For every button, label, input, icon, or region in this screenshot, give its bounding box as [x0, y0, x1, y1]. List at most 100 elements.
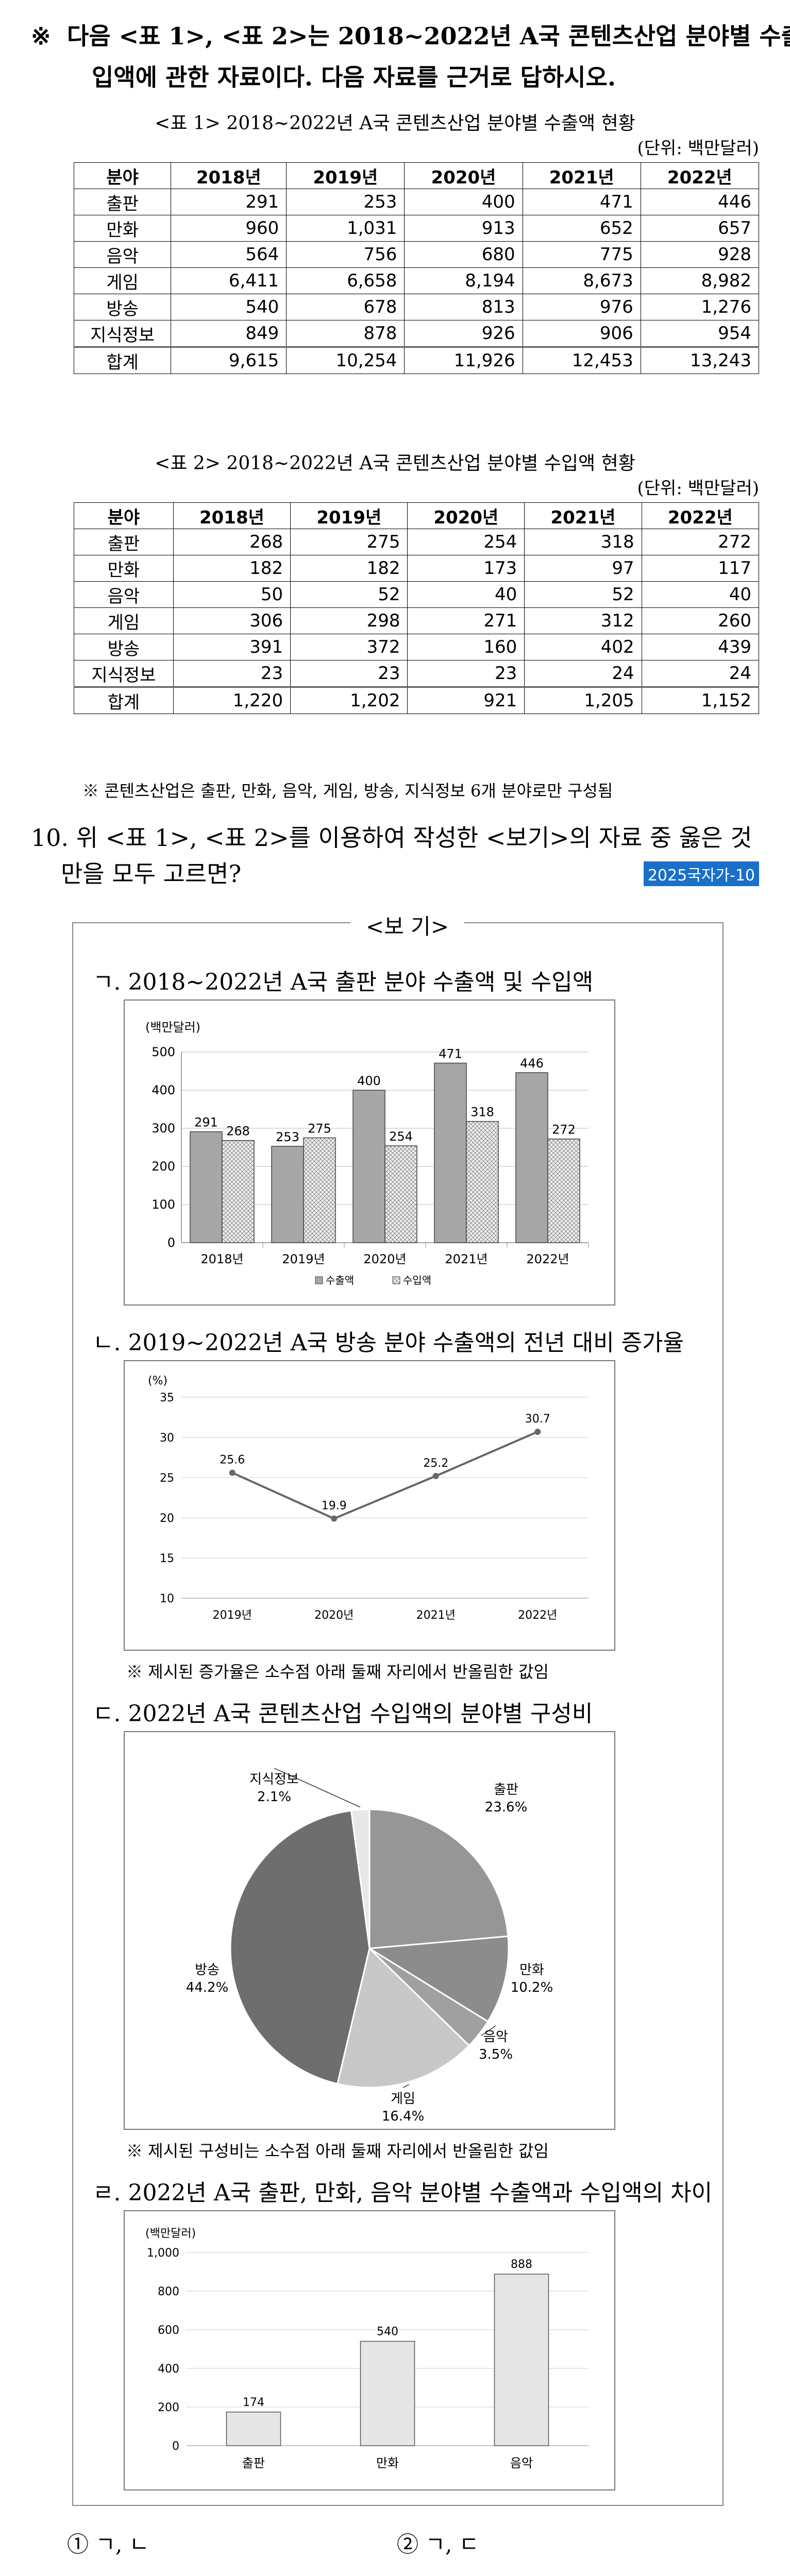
data-label: 540: [377, 2326, 398, 2338]
x-tick-label: 2019년: [282, 1252, 325, 1266]
row-header: 출판: [74, 529, 174, 555]
intro-line-2: 입액에 관한 자료이다. 다음 자료를 근거로 답하시오.: [92, 63, 616, 91]
table-cell: 8,673: [522, 267, 641, 294]
pie-slice-방송: [229, 1809, 371, 2085]
column-header: 2021년: [522, 162, 641, 189]
x-tick-label: 출판: [242, 2456, 265, 2470]
option-2[interactable]: ② ㄱ, ㄷ: [397, 2532, 479, 2557]
table-cell: 52: [290, 581, 408, 608]
table-cell: 1,031: [286, 215, 405, 242]
y-tick-label: 100: [152, 1197, 175, 1212]
data-label: 19.9: [322, 1500, 347, 1513]
table-cell: 960: [171, 215, 287, 242]
x-tick-label: 2018년: [200, 1252, 243, 1266]
table-cell: 318: [524, 529, 642, 555]
bar-수출액: [271, 1146, 304, 1243]
slice-label: 출판: [494, 1782, 518, 1798]
table-cell: 954: [640, 320, 760, 347]
bogi-b-title: ㄴ. 2019~2022년 A국 방송 분야 수출액의 전년 대비 증가율: [93, 1330, 684, 1356]
leader-line: [402, 2084, 410, 2088]
data-label: 254: [389, 1129, 413, 1144]
bogi-d-title: ㄹ. 2022년 A국 출판, 만화, 음악 분야별 수출액과 수입액의 차이: [93, 2180, 713, 2206]
column-header: 2020년: [407, 502, 525, 529]
bar-수출액: [434, 1062, 467, 1243]
column-header: 2018년: [171, 162, 287, 189]
table-row: 출판 268 275 254 318 272: [74, 529, 760, 555]
x-tick-label: 2020년: [363, 1252, 406, 1266]
table-cell: 40: [407, 581, 525, 608]
table-cell: 13,243: [640, 346, 760, 374]
row-header: 합계: [74, 686, 174, 714]
row-header: 음악: [73, 241, 172, 268]
row-header: 합계: [73, 346, 172, 374]
table-row: 지식정보 23 23 23 24 24: [74, 660, 760, 687]
bar-수입액: [303, 1137, 336, 1243]
y-tick-label: 200: [152, 1159, 175, 1174]
data-label: 25.6: [220, 1454, 245, 1467]
table1: 분야 2018년 2019년 2020년 2021년 2022년 출판 291 253 400 47…: [73, 162, 760, 374]
option-1[interactable]: ① ㄱ, ㄴ: [67, 2532, 149, 2557]
column-header: 2021년: [524, 502, 642, 529]
table-cell: 400: [404, 189, 523, 215]
leader-line: [274, 1768, 361, 1808]
chart-b-frame: (%) 10 15 20 25 30 35 25.6 2019년 19.9 2020년 25.2 202…: [124, 1360, 615, 1651]
pie-slice-출판: [368, 1808, 509, 1950]
slice-percent: 10.2%: [511, 1980, 553, 1995]
table-cell: 173: [407, 555, 525, 582]
table2-note: ※ 콘텐츠산업은 출판, 만화, 음악, 게임, 방송, 지식정보 6개 분야로…: [82, 781, 613, 801]
row-header: 지식정보: [73, 320, 172, 347]
table-row: 출판 291 253 400 471 446: [73, 189, 760, 215]
table-cell: 8,982: [640, 267, 760, 294]
table-header-row: 분야 2018년 2019년 2020년 2021년 2022년: [74, 502, 760, 529]
bar-수입액: [384, 1145, 417, 1243]
y-tick-label: 600: [158, 2324, 179, 2337]
table-cell: 926: [404, 320, 523, 347]
y-axis-label: (백만달러): [145, 1020, 200, 1035]
table-cell: 298: [290, 607, 408, 634]
data-label: 30.7: [525, 1413, 550, 1426]
slice-label: 게임: [391, 2091, 415, 2107]
table-cell: 291: [171, 189, 287, 215]
table1-caption: <표 1> 2018~2022년 A국 콘텐츠산업 분야별 수출액 현황: [155, 113, 635, 134]
bar-수입액: [222, 1140, 255, 1243]
chart-d-frame: (백만달러) 0 200 400 600 800 1,000 174 출판 540 만화 888 음악: [124, 2210, 615, 2490]
slice-label: 음악: [483, 2029, 508, 2045]
slice-percent: 23.6%: [485, 1800, 528, 1815]
question-tag: 2025국자가-10: [643, 861, 759, 886]
table-cell: 540: [171, 294, 287, 320]
y-tick-label: 15: [160, 1552, 174, 1565]
slice-percent: 3.5%: [479, 2047, 513, 2062]
bar-수출액: [515, 1072, 548, 1243]
table-row: 음악 50 52 40 52 40: [74, 581, 760, 608]
legend-swatch: [392, 1276, 400, 1284]
bogi-c-note: ※ 제시된 구성비는 소수점 아래 둘째 자리에서 반올림한 값임: [126, 2141, 549, 2161]
table-cell: 446: [640, 189, 760, 215]
column-header: 분야: [74, 502, 174, 529]
data-label: 888: [511, 2258, 532, 2271]
table-cell: 254: [407, 529, 525, 555]
data-label: 275: [308, 1122, 331, 1136]
data-label: 400: [357, 1074, 381, 1088]
option-4[interactable]: ④ ㄴ, ㄷ: [397, 2571, 479, 2576]
table-cell: 40: [641, 581, 760, 608]
table-cell: 23: [173, 660, 291, 687]
chart-c-frame: 출판 23.6% 만화 10.2% 음악 3.5% 게임 16.4% 방송 44.2% 지식정보 2.…: [124, 1731, 615, 2130]
table-cell: 813: [404, 294, 523, 320]
table-cell: 471: [522, 189, 641, 215]
table-cell: 1,202: [290, 686, 408, 714]
x-tick-label: 2020년: [314, 1609, 354, 1622]
table-cell: 657: [640, 215, 760, 242]
table-cell: 906: [522, 320, 641, 347]
table-header-row: 분야 2018년 2019년 2020년 2021년 2022년: [73, 162, 760, 189]
option-3[interactable]: ③ ㄱ, ㄹ: [67, 2571, 149, 2576]
bogi-a-title: ㄱ. 2018~2022년 A국 출판 분야 수출액 및 수입액: [93, 969, 594, 995]
column-header: 2022년: [640, 162, 760, 189]
table-cell: 12,453: [522, 346, 641, 374]
table-cell: 756: [286, 241, 405, 268]
bar: [360, 2341, 415, 2446]
table-cell: 160: [407, 634, 525, 660]
table-row: 만화 960 1,031 913 652 657: [73, 215, 760, 242]
y-tick-label: 30: [160, 1432, 174, 1445]
table-cell: 11,926: [404, 346, 523, 374]
table-cell: 849: [171, 320, 287, 347]
